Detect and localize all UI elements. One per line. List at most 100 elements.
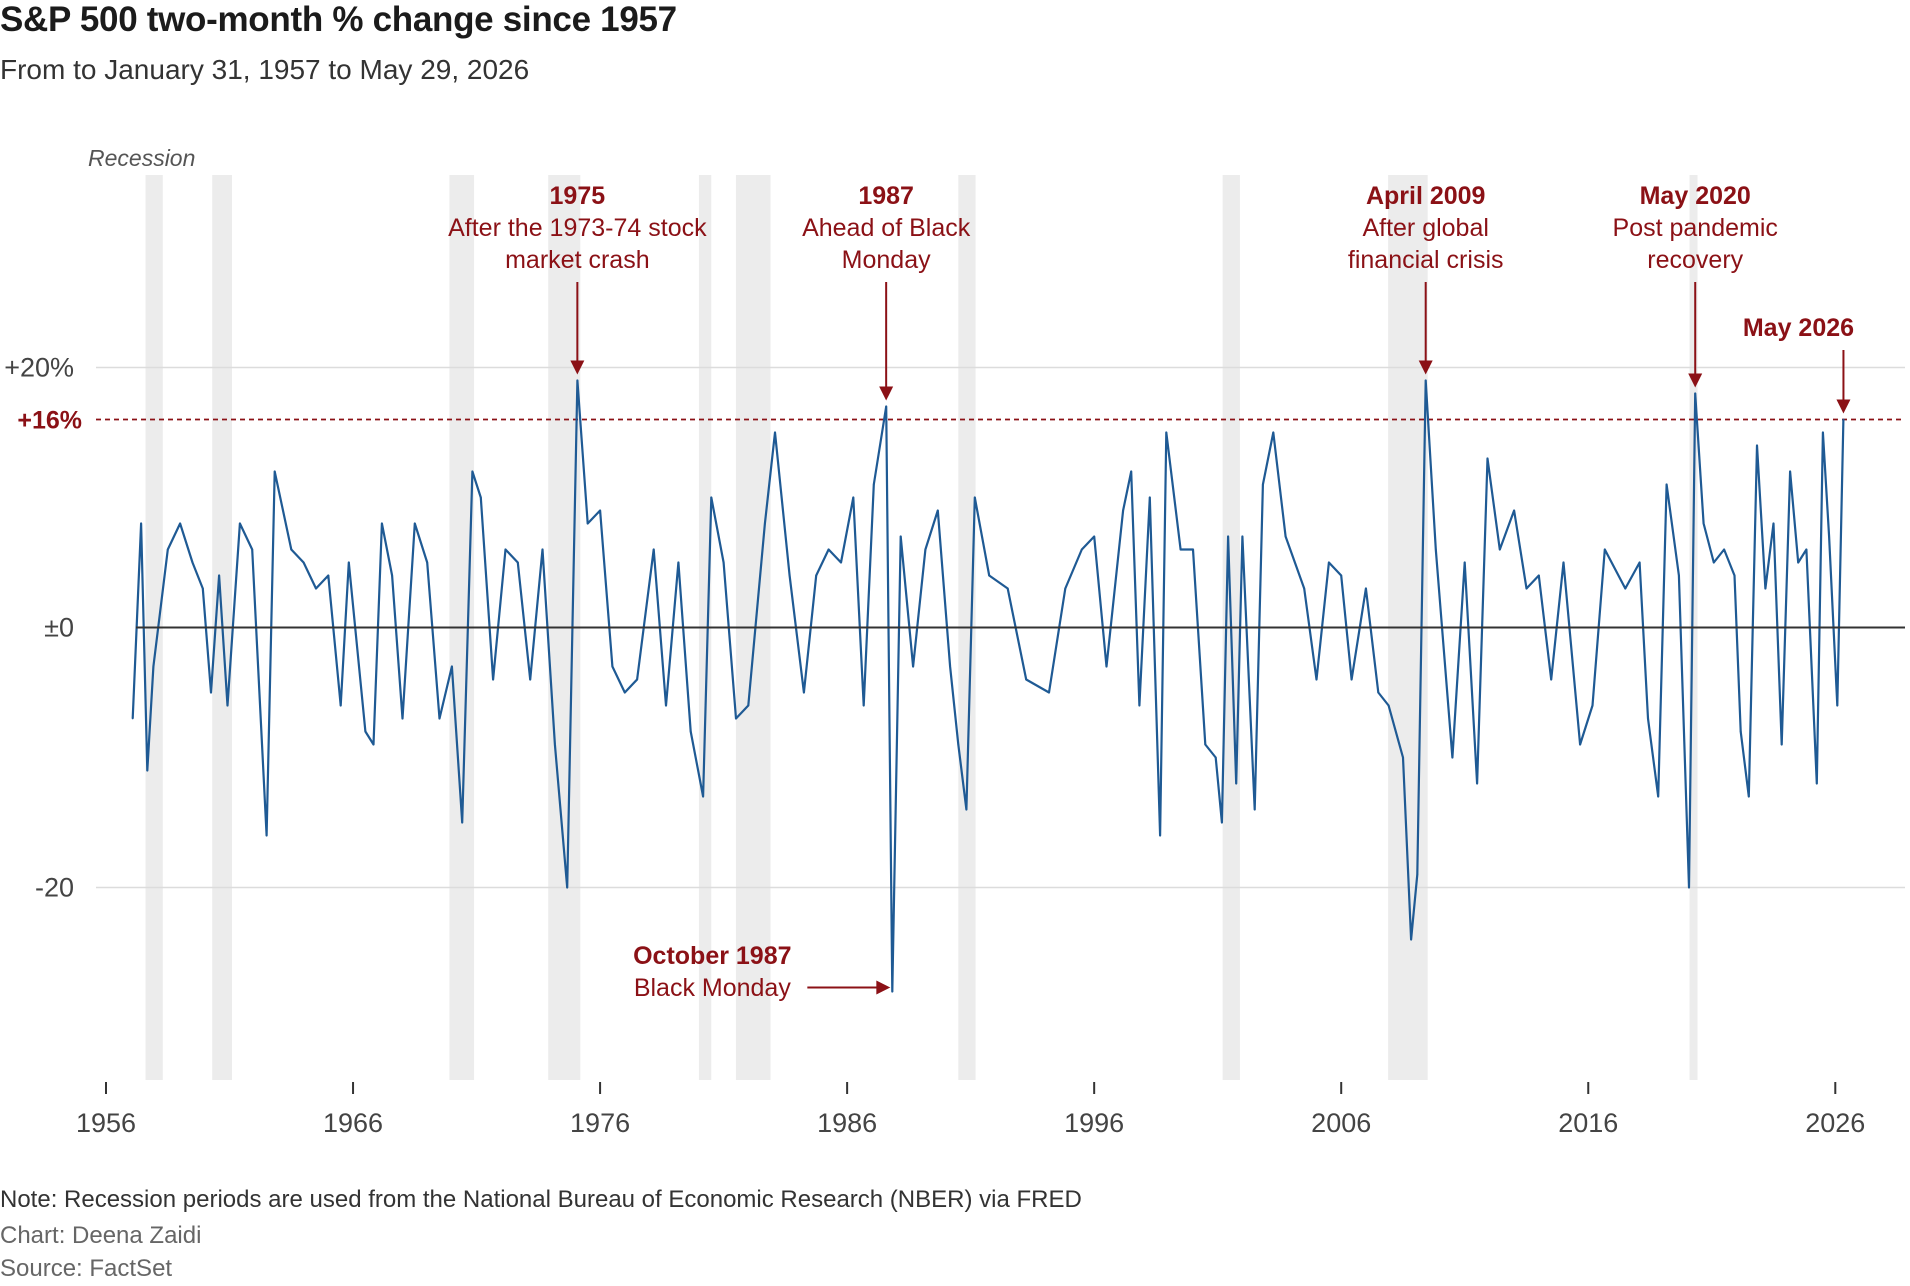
annotation-1987-head: 1987 — [858, 182, 914, 210]
data-point — [1624, 587, 1627, 590]
data-point — [166, 548, 169, 551]
data-point — [1350, 678, 1353, 681]
data-point — [1476, 782, 1478, 785]
annotation-1975-head: 1975 — [550, 182, 606, 210]
data-point — [652, 548, 655, 551]
data-point — [1772, 522, 1775, 525]
data-point — [885, 405, 888, 408]
data-point — [1148, 496, 1151, 499]
x-axis: 1956 1966 1976 1986 1996 2006 2016 2026 — [76, 1082, 1865, 1138]
data-point — [1694, 392, 1697, 395]
x-tick-label: 2006 — [1311, 1108, 1371, 1138]
data-point — [461, 821, 464, 824]
data-point — [677, 561, 680, 564]
annotation-1975-line: market crash — [505, 246, 649, 274]
annotation-oct1987-line: Black Monday — [634, 974, 792, 1002]
annotation-2026-arrow-head — [1836, 399, 1851, 414]
data-point — [1451, 756, 1454, 759]
data-point — [710, 496, 713, 499]
data-point — [1377, 691, 1380, 694]
data-point — [426, 561, 429, 564]
data-point — [1410, 938, 1413, 941]
data-point — [702, 795, 705, 798]
data-point — [957, 743, 960, 746]
data-point — [1402, 756, 1404, 759]
data-point — [936, 509, 939, 512]
data-point — [1387, 704, 1390, 707]
data-point — [1340, 574, 1343, 577]
annotation-1987-line: Monday — [842, 246, 931, 274]
data-point — [636, 678, 639, 681]
data-point — [1733, 574, 1736, 577]
data-point — [1739, 730, 1742, 733]
data-point — [140, 522, 142, 525]
y-tick-label: ±0 — [44, 613, 74, 643]
data-point — [1836, 704, 1839, 707]
annotation-2020-line: Post pandemic — [1613, 214, 1778, 242]
chart-title: S&P 500 two-month % change since 1957 — [0, 0, 677, 39]
annotation-2009-line: financial crisis — [1348, 246, 1504, 274]
data-point — [862, 704, 865, 707]
data-point — [1665, 483, 1668, 486]
x-tick-label: 1986 — [817, 1108, 877, 1138]
series-line — [131, 379, 1845, 993]
data-point — [1723, 548, 1726, 551]
series-path — [131, 379, 1845, 993]
data-point — [747, 704, 750, 707]
data-point — [1235, 782, 1238, 785]
data-point — [1165, 431, 1168, 434]
annotation-1975-arrow-head — [570, 360, 585, 375]
data-point — [450, 665, 453, 668]
data-point — [146, 769, 149, 772]
data-point — [401, 717, 404, 720]
data-point — [1550, 678, 1553, 681]
data-point — [599, 509, 601, 512]
data-point — [210, 691, 212, 694]
annotation-2020-head: May 2020 — [1640, 182, 1751, 210]
data-point — [529, 678, 532, 681]
reference-line-label: +16% — [17, 407, 82, 435]
data-point — [1780, 743, 1783, 746]
data-point — [152, 665, 155, 668]
x-tick-label: 2026 — [1805, 1108, 1865, 1138]
annotation-2009-arrow-head — [1418, 360, 1433, 375]
data-point — [131, 717, 134, 720]
data-point — [438, 717, 441, 720]
data-point — [541, 548, 544, 551]
data-point — [1815, 782, 1818, 785]
data-point — [1130, 470, 1133, 473]
data-point — [852, 496, 855, 499]
recession-label: Recession — [88, 145, 195, 171]
annotation-oct1987-arrow-head — [876, 980, 891, 995]
data-point — [1805, 548, 1808, 551]
data-point — [763, 522, 766, 525]
y-axis: +20% ±0 -20 — [4, 353, 74, 903]
data-point — [1253, 808, 1256, 811]
data-point — [1241, 535, 1244, 538]
data-point — [1678, 574, 1680, 577]
data-point — [1513, 509, 1516, 512]
data-point — [1048, 691, 1050, 694]
annotation-1975-line: After the 1973-74 stock — [448, 214, 707, 242]
data-point — [1064, 587, 1067, 590]
data-point — [1688, 886, 1690, 889]
data-point — [1842, 418, 1845, 421]
data-point — [1537, 574, 1540, 577]
data-point — [1284, 535, 1287, 538]
data-point — [566, 886, 569, 889]
gridlines — [96, 366, 1905, 889]
data-point — [1828, 535, 1831, 538]
data-point — [1591, 704, 1594, 707]
data-point — [1579, 743, 1582, 746]
data-point — [226, 704, 229, 707]
data-point — [391, 574, 393, 577]
data-point — [722, 561, 725, 564]
data-point — [1006, 587, 1009, 590]
data-point — [1365, 587, 1367, 590]
data-point — [1764, 587, 1767, 590]
data-point — [492, 678, 495, 681]
data-point — [1756, 444, 1758, 447]
footer-note: Note: Recession periods are used from th… — [0, 1186, 1082, 1213]
data-point — [1272, 431, 1275, 434]
data-point — [1204, 743, 1207, 746]
